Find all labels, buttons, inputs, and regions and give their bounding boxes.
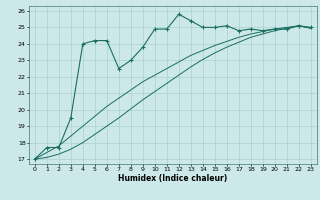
X-axis label: Humidex (Indice chaleur): Humidex (Indice chaleur) xyxy=(118,174,228,183)
